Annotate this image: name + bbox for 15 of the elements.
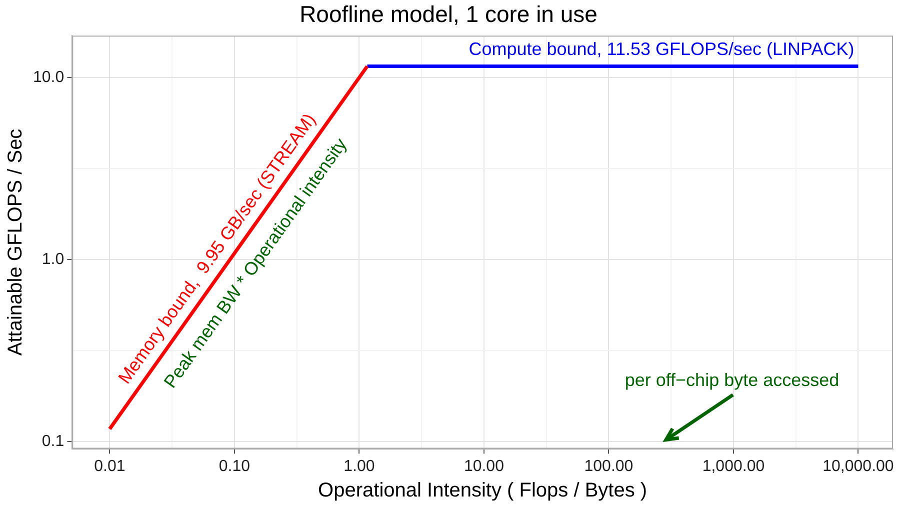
y-tick-label: 0.1 — [42, 432, 64, 450]
x-tick-label: 0.10 — [218, 458, 250, 475]
x-tick-label: 100.00 — [584, 458, 634, 475]
series-label: Compute bound, 11.53 GFLOPS/sec (LINPACK) — [468, 39, 854, 60]
x-tick-label: 1.00 — [344, 458, 375, 475]
y-tick-label: 1.0 — [42, 250, 64, 268]
x-tick-label: 0.01 — [94, 458, 126, 475]
y-axis-title: Attainable GFLOPS / Sec — [4, 128, 27, 356]
x-axis-title: Operational Intensity ( Flops / Bytes ) — [318, 480, 648, 502]
x-tick-label: 1,000.00 — [702, 458, 765, 475]
x-tick-label: 10.00 — [464, 458, 504, 475]
x-tick-label: 10,000.00 — [822, 458, 894, 475]
annotation: per off−chip byte accessed — [624, 370, 840, 390]
y-tick-label: 10.0 — [33, 68, 64, 86]
chart-title: Roofline model, 1 core in use — [300, 1, 598, 28]
